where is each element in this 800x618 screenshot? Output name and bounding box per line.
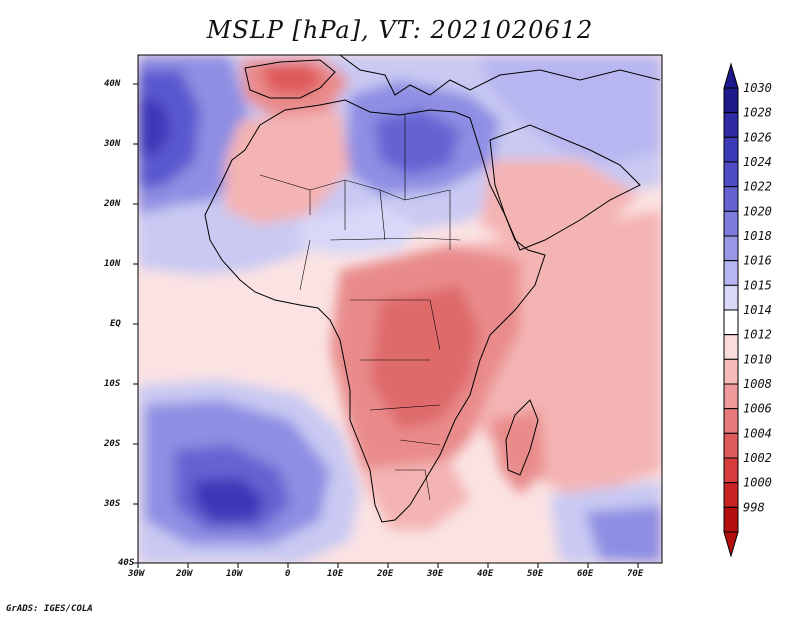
iberian-low-core [260,63,325,95]
lon-label: 60E [577,569,594,579]
lat-label: 30N [104,139,121,149]
madagascar-coastline [505,399,539,476]
central-africa-low-core [370,285,480,430]
madagascar-low [490,410,545,495]
east-high [480,55,662,165]
europe-coastline [339,55,661,96]
africa-coastline [204,99,546,523]
lat-label: 20S [104,439,121,449]
south-africa-pink [360,460,470,530]
libya-high-core [375,110,460,175]
lon-label: 0 [285,569,291,579]
indian-ocean-high-core [585,505,662,563]
lat-label: 20N [104,199,121,209]
lon-label: 50E [527,569,544,579]
map-title: MSLP [hPa], VT: 2021020612 [206,16,594,44]
lon-label: 20E [377,569,394,579]
iberia-coastline [244,59,336,99]
lat-label: 40S [118,558,135,568]
lon-label: 30W [128,569,145,579]
sahara-pink [225,110,350,225]
south-atlantic-high-core [195,478,265,522]
arabia-coastline [489,124,641,251]
footer-credit: GrADS: IGES/COLA [6,604,93,614]
lat-label: 10S [104,379,121,389]
sahel-blue-band [300,205,420,255]
lon-label: 10W [226,569,243,579]
map-frame [137,54,663,564]
lat-label: 40N [104,79,121,89]
country-borders [259,115,461,501]
lon-label: 40E [477,569,494,579]
lon-label: 20W [176,569,193,579]
lat-label: 30S [104,499,121,509]
lon-label: 10E [327,569,344,579]
lat-label: 10N [104,259,121,269]
lon-label: 70E [627,569,644,579]
atlantic-high-center [138,95,170,155]
lat-label: EQ [110,319,121,329]
lon-label: 30E [427,569,444,579]
